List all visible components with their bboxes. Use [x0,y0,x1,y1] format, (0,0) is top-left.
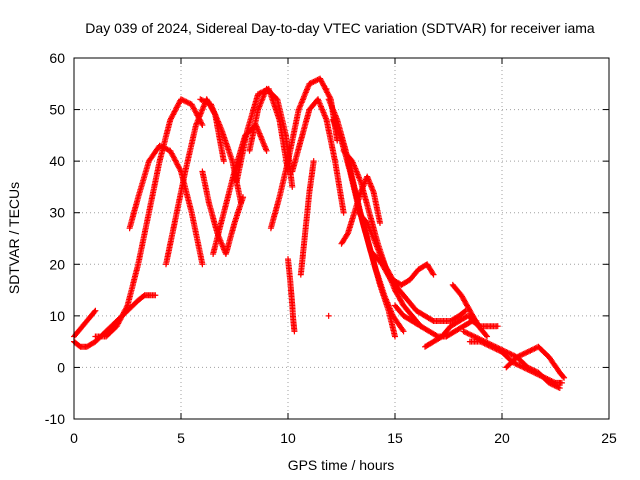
data-point [460,328,467,335]
y-tick-label: 10 [49,308,65,324]
y-tick-label: 30 [49,205,65,221]
data-point [92,307,99,314]
data-point [344,231,351,238]
data-point [525,367,532,373]
series-track-12 [285,256,298,335]
data-point [400,328,407,335]
data-point [475,335,482,342]
data-point [392,333,398,340]
data-point [152,292,159,299]
data-point [529,368,536,375]
x-tick-label: 5 [177,430,185,446]
x-axis-label: GPS time / hours [288,457,395,473]
series-track-14 [289,96,347,216]
data-point [532,370,539,377]
data-point [461,308,468,315]
data-point [429,270,436,277]
x-tick-label: 20 [494,430,510,446]
grid [74,58,609,419]
data-point [182,98,188,105]
data-point [537,372,544,379]
data-point [91,308,98,315]
data-point [291,328,298,335]
series-track-7 [197,96,244,206]
y-tick-label: -10 [45,411,65,427]
x-tick-label: 15 [387,430,403,446]
data-point [477,338,484,345]
series-track-25 [466,338,565,386]
data-point [520,364,527,371]
data-point [310,158,317,165]
chart-title: Day 039 of 2024, Sidereal Day-to-day VTE… [85,20,595,36]
data-point [560,373,567,380]
data-point [535,371,542,378]
y-tick-label: 60 [49,50,65,66]
data-point [199,261,206,268]
data-point [561,374,568,381]
series-outlier-1 [325,312,332,319]
data-point [495,347,501,353]
data-point [205,100,212,107]
data-point [399,327,406,333]
data-point [199,122,206,129]
data-point [541,374,548,381]
series-track-19 [355,209,437,288]
data-point [524,349,531,355]
y-tick-label: 0 [57,359,65,375]
x-tick-label: 10 [280,430,296,446]
data-point [220,158,227,165]
data-point [202,98,209,105]
data-point [256,90,263,97]
series-track-3 [92,96,206,340]
data-point [430,271,437,278]
x-ticks: 0 5 10 15 20 25 [70,58,617,446]
data-point [237,199,244,206]
data-point [289,183,296,190]
data-point [556,385,563,392]
series-track-11 [267,75,341,232]
data-point [480,339,487,346]
y-tick-label: 50 [49,102,65,118]
series-track-2 [71,307,99,340]
data-point [484,333,491,340]
series-track-23 [449,281,491,340]
y-tick-label: 40 [49,153,65,169]
data-point [523,365,530,372]
data-point [513,361,520,368]
data-point [518,352,524,359]
data-point [517,363,524,370]
data-point [494,323,501,330]
data-point [198,120,205,127]
data-point [325,312,332,319]
data-point [483,332,490,339]
x-tick-label: 25 [601,430,617,446]
series-track-1 [71,292,159,350]
data-point [306,80,313,87]
y-tick-label: 20 [49,256,65,272]
y-ticks: -10 0 10 20 30 40 50 60 [45,50,609,427]
data-point [323,85,330,92]
y-axis-label: SDTVAR / TECUs [6,182,22,294]
series-outlier-2 [323,85,330,92]
series-track-13 [297,158,317,278]
data-points [71,75,568,392]
data-point [492,345,499,352]
data-point [118,313,125,320]
plot-frame [73,57,610,420]
data-point [340,209,347,216]
data-point [263,147,270,154]
series-track-26 [503,343,568,381]
data-point [558,379,565,386]
x-tick-label: 0 [70,430,78,446]
series-track-20 [370,251,469,324]
series-track-4 [126,142,206,268]
data-point [377,220,384,227]
